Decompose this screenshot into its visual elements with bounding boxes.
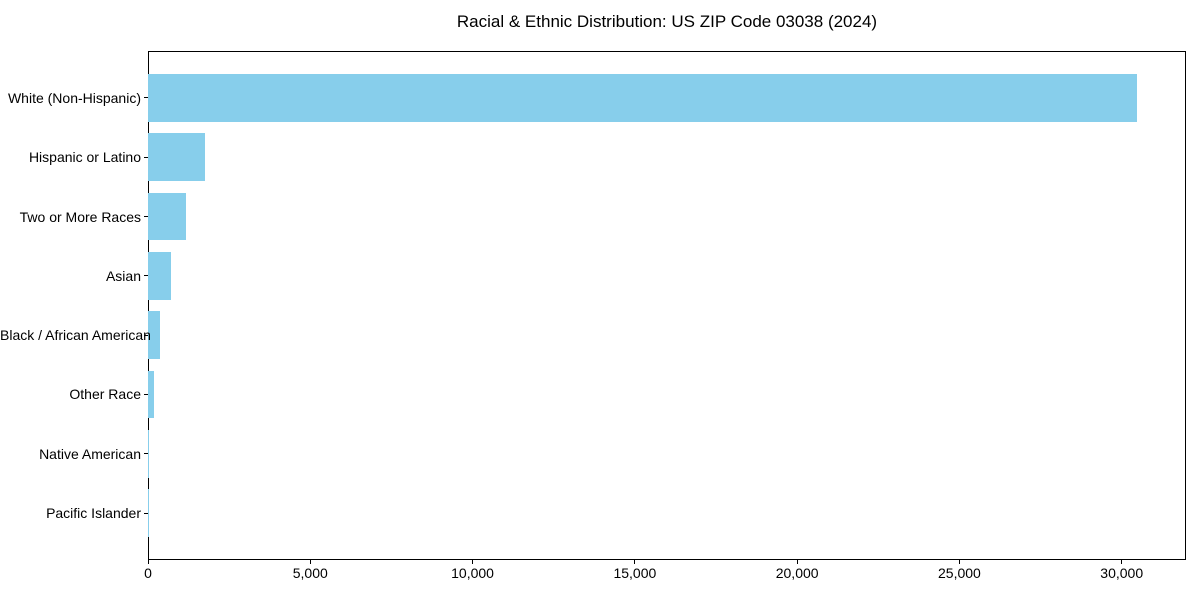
- y-tick-mark: [144, 512, 148, 514]
- plot-area: [148, 51, 1186, 560]
- y-tick-mark: [144, 275, 148, 277]
- bar-other-race: [148, 370, 154, 419]
- x-tick-label: 20,000: [775, 565, 819, 581]
- y-tick-label: Asian: [105, 267, 141, 284]
- x-tick-mark: [1121, 560, 1123, 564]
- y-tick-mark: [144, 334, 148, 336]
- y-tick-mark: [144, 97, 148, 99]
- y-tick-label: Two or More Races: [19, 208, 141, 225]
- x-tick-mark: [634, 560, 636, 564]
- x-tick-mark: [147, 560, 149, 564]
- bar-asian: [148, 252, 172, 300]
- bar-hispanic-or-latino: [148, 133, 206, 181]
- y-tick-mark: [144, 453, 148, 455]
- bar-black-african-american: [148, 311, 160, 359]
- x-tick-mark: [472, 560, 474, 564]
- y-tick-mark: [144, 216, 148, 217]
- bar-native-american: [148, 430, 149, 478]
- x-tick-mark: [309, 560, 311, 564]
- y-tick-label: Black / African American: [0, 327, 151, 344]
- x-tick-label: 25,000: [938, 565, 981, 581]
- x-tick-label: 0: [144, 565, 152, 581]
- x-tick-label: 30,000: [1100, 565, 1144, 581]
- bar-white-non-hispanic: [148, 74, 1137, 122]
- bar-two-or-more-races: [148, 192, 186, 241]
- x-tick-label: 5,000: [292, 565, 328, 581]
- y-tick-mark: [144, 393, 148, 395]
- y-tick-label: Other Race: [69, 386, 141, 403]
- y-tick-label: Hispanic or Latino: [28, 149, 141, 166]
- x-tick-label: 10,000: [451, 565, 494, 581]
- y-tick-label: White (Non-Hispanic): [7, 89, 141, 106]
- x-tick-mark: [796, 560, 798, 564]
- x-tick-mark: [958, 560, 960, 564]
- chart-title: Racial & Ethnic Distribution: US ZIP Cod…: [456, 12, 878, 31]
- y-tick-label: Native American: [39, 445, 141, 462]
- y-tick-mark: [144, 156, 148, 158]
- y-tick-label: Pacific Islander: [46, 505, 141, 522]
- x-tick-label: 15,000: [613, 565, 657, 581]
